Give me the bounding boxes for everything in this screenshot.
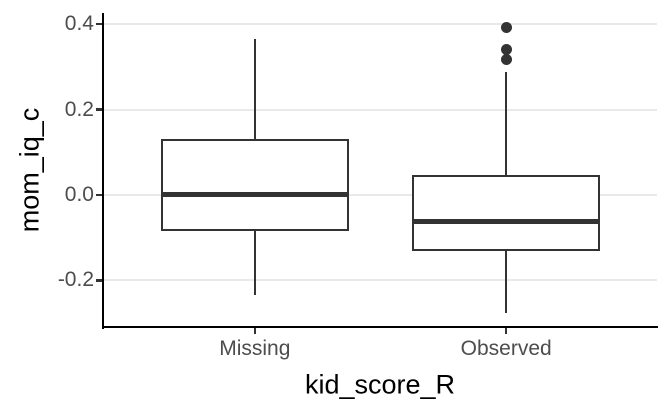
x-axis-line: [101, 325, 658, 328]
median-line: [160, 192, 350, 198]
major-gridline: [104, 193, 657, 196]
y-axis-title: mom_iq_c: [14, 107, 45, 233]
y-tick-label: 0.0: [64, 182, 94, 206]
median-line: [411, 218, 601, 224]
x-tick-mark: [505, 328, 508, 334]
x-tick-label: Missing: [219, 337, 291, 360]
y-axis-line: [101, 13, 104, 329]
outlier-point: [500, 43, 512, 55]
x-tick-label: Observed: [460, 337, 552, 360]
y-tick-label: 0.2: [64, 97, 94, 121]
y-tick-mark: [95, 193, 102, 197]
major-gridline: [104, 108, 657, 111]
major-gridline: [104, 23, 657, 26]
x-axis-title: kid_score_R: [304, 369, 456, 400]
outlier-point: [500, 22, 512, 34]
boxplot-box: [160, 139, 350, 232]
y-tick-label: -0.2: [57, 268, 94, 292]
x-tick-mark: [253, 328, 256, 334]
y-tick-mark: [95, 108, 102, 111]
outlier-point: [500, 53, 512, 65]
major-gridline: [104, 279, 657, 282]
y-tick-label: 0.4: [64, 12, 94, 36]
y-tick-mark: [95, 23, 102, 26]
y-tick-mark: [95, 279, 102, 282]
boxplot-box: [411, 175, 601, 252]
